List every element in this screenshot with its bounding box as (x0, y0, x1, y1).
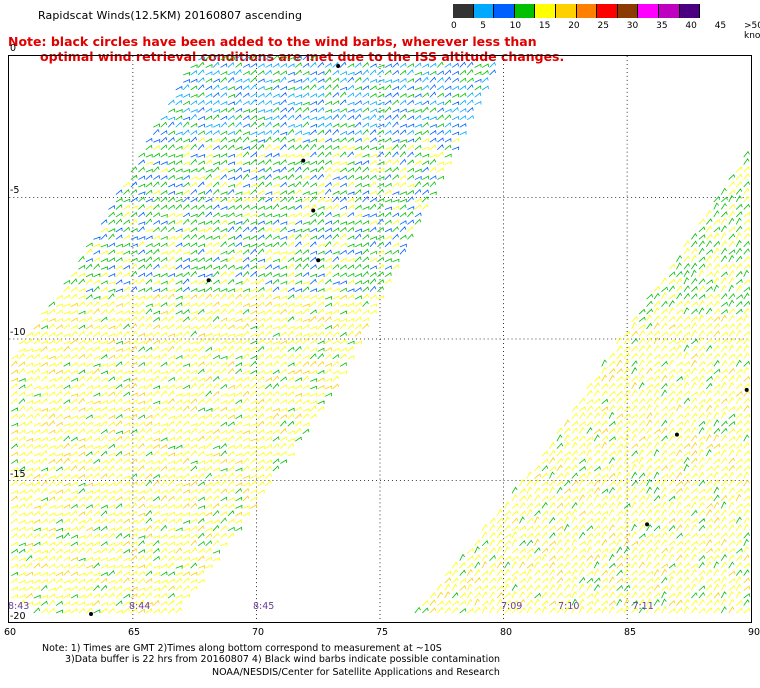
x-tick-label: 60 (4, 627, 17, 638)
color-swatch (658, 4, 680, 18)
color-swatch (597, 4, 618, 18)
note-line-1: Note: black circles have been added to t… (8, 34, 537, 49)
wind-barbs (11, 56, 751, 617)
y-tick-label: -10 (10, 327, 26, 338)
wind-barb-group (160, 56, 496, 136)
wind-barb-group (11, 136, 751, 614)
contamination-dot (311, 208, 316, 213)
wind-barb-group (11, 56, 751, 614)
contamination-dot (206, 278, 211, 283)
y-tick-label: 0 (10, 43, 17, 54)
color-swatch (473, 4, 495, 18)
color-scale-bar (453, 4, 701, 18)
wind-barb-group (11, 293, 751, 614)
footer-line-2: 3)Data buffer is 22 hrs from 20160807 4)… (65, 654, 501, 665)
color-scale-label: 5 (480, 21, 487, 31)
contamination-dot (89, 612, 94, 617)
wind-barb-group (85, 56, 496, 293)
x-tick-label: 65 (128, 627, 141, 638)
map-title: Rapidscat Winds(12.5KM) 20160807 ascendi… (38, 9, 303, 22)
contamination-dot (645, 522, 650, 527)
y-tick-label: -20 (10, 611, 26, 622)
x-tick-label: 75 (376, 627, 389, 638)
y-tick-label: -15 (10, 469, 26, 480)
color-swatch (453, 4, 474, 18)
color-scale-label: >50 knots (744, 21, 760, 41)
color-swatch (638, 4, 659, 18)
color-swatch (617, 4, 639, 18)
x-tick-label: 90 (748, 627, 760, 638)
y-tick-label: -5 (10, 185, 20, 196)
color-swatch (555, 4, 577, 18)
contamination-dot (316, 258, 321, 263)
wind-barb-map (8, 55, 752, 623)
swath-time-label: 8:43 (8, 601, 30, 612)
color-swatch (535, 4, 556, 18)
footer-line-3: NOAA/NESDIS/Center for Satellite Applica… (212, 667, 500, 678)
contamination-dot (674, 432, 679, 437)
swath-time-label: 8:45 (253, 601, 275, 612)
x-tick-label: 85 (624, 627, 637, 638)
color-swatch (494, 4, 515, 18)
color-swatch (514, 4, 536, 18)
color-scale-label: 0 (451, 21, 457, 31)
color-scale-label: 30 (626, 21, 639, 31)
contamination-dot (336, 63, 341, 68)
footer-line-1: Note: 1) Times are GMT 2)Times along bot… (42, 643, 442, 654)
note-line-2: optimal wind retrieval conditions are me… (40, 49, 565, 64)
color-swatch (679, 4, 701, 18)
color-scale-label: 20 (568, 21, 580, 31)
contamination-dot (301, 158, 306, 163)
swath-time-label: 7:10 (558, 601, 580, 612)
color-scale-labels: 0 5 10 15 20 25 30 35 40 45 >50 knots (451, 21, 760, 41)
color-scale-label: 40 (685, 21, 697, 31)
swath-time-label: 7:09 (501, 601, 523, 612)
color-scale-label: 25 (597, 21, 609, 31)
color-scale-label: 35 (656, 21, 668, 31)
swath-time-label: 8:44 (129, 601, 151, 612)
x-tick-label: 70 (252, 627, 265, 638)
x-tick-label: 80 (500, 627, 513, 638)
color-scale-label: 15 (538, 21, 551, 31)
color-scale-label: 45 (714, 21, 727, 31)
color-scale-label: 10 (509, 21, 522, 31)
color-swatch (576, 4, 598, 18)
swath-time-label: 7:11 (632, 601, 654, 612)
contamination-dot (744, 387, 749, 392)
